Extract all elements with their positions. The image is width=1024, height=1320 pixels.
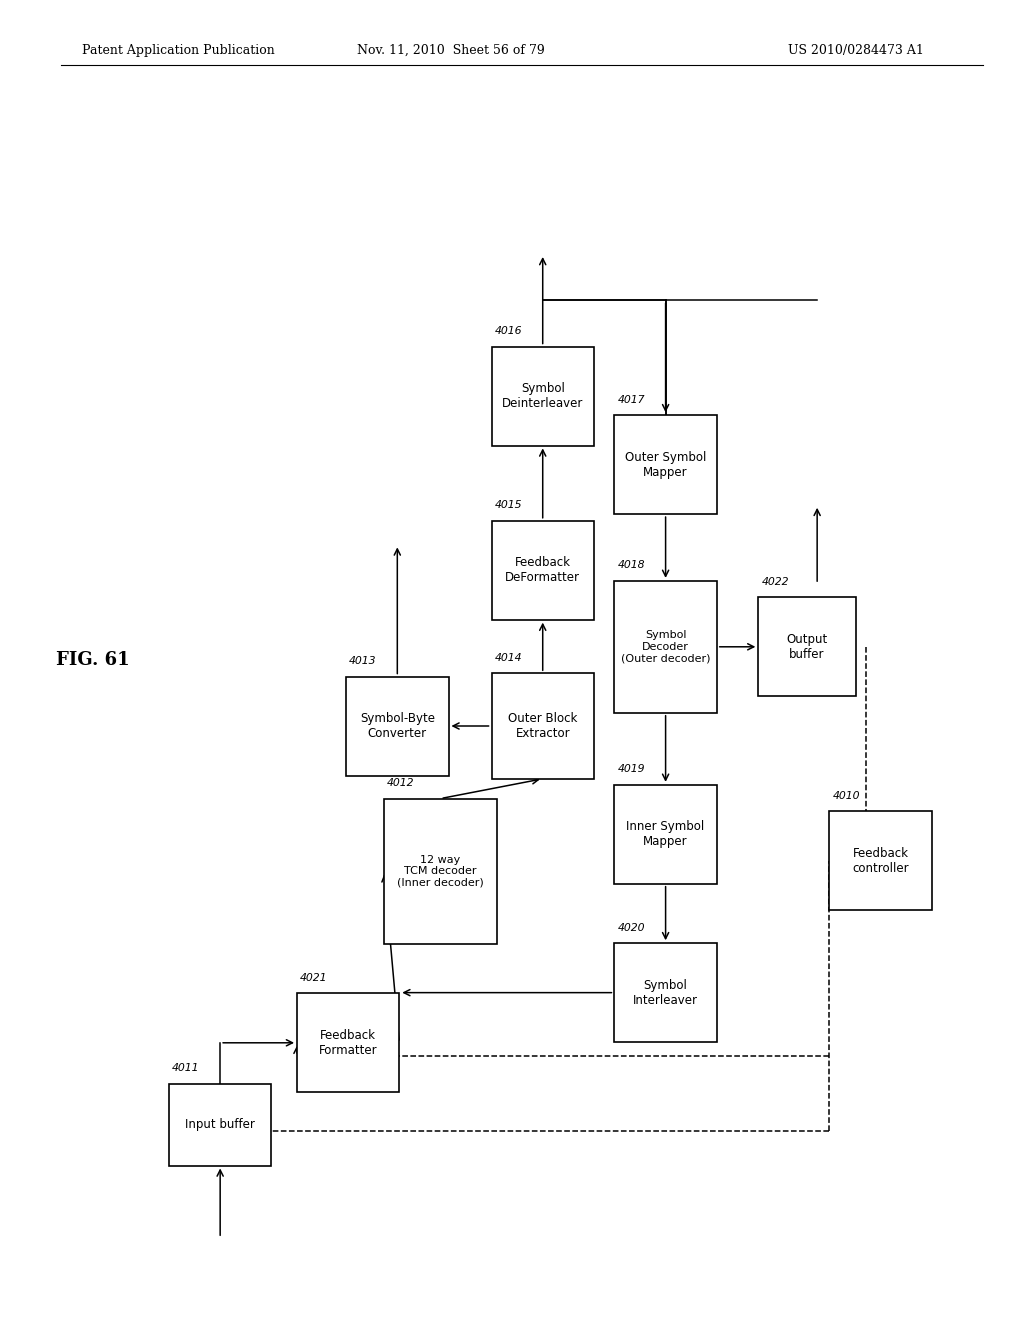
Text: 4020: 4020	[617, 923, 645, 932]
Text: FIG. 61: FIG. 61	[56, 651, 130, 669]
Bar	[614, 416, 717, 513]
Text: Outer Block
Extractor: Outer Block Extractor	[508, 711, 578, 741]
Text: Input buffer: Input buffer	[185, 1118, 255, 1131]
Bar	[346, 676, 449, 776]
Text: 4018: 4018	[617, 560, 645, 570]
Text: US 2010/0284473 A1: US 2010/0284473 A1	[788, 44, 925, 57]
Text: Inner Symbol
Mapper: Inner Symbol Mapper	[627, 820, 705, 849]
Bar	[492, 346, 594, 446]
Text: Feedback
controller: Feedback controller	[852, 846, 909, 875]
Text: 4013: 4013	[349, 656, 377, 667]
Bar	[758, 597, 856, 697]
Text: 4012: 4012	[387, 777, 415, 788]
Text: Symbol
Interleaver: Symbol Interleaver	[633, 978, 698, 1007]
Text: 4019: 4019	[617, 764, 645, 774]
Bar	[614, 942, 717, 1043]
Text: Outer Symbol
Mapper: Outer Symbol Mapper	[625, 450, 707, 479]
Text: 4010: 4010	[833, 791, 860, 800]
Text: Patent Application Publication: Patent Application Publication	[82, 44, 274, 57]
Text: 4015: 4015	[495, 500, 522, 511]
Bar	[297, 993, 399, 1093]
Text: Feedback
Formatter: Feedback Formatter	[318, 1028, 378, 1057]
Text: Symbol
Decoder
(Outer decoder): Symbol Decoder (Outer decoder)	[621, 630, 711, 664]
Text: 4011: 4011	[172, 1063, 200, 1073]
Text: Symbol-Byte
Converter: Symbol-Byte Converter	[359, 711, 435, 741]
Text: 4017: 4017	[617, 395, 645, 404]
Bar	[614, 581, 717, 713]
Bar	[169, 1084, 271, 1166]
Text: 4021: 4021	[300, 973, 328, 982]
Bar	[384, 799, 497, 944]
Bar	[492, 520, 594, 620]
Text: 4016: 4016	[495, 326, 522, 337]
Text: Symbol
Deinterleaver: Symbol Deinterleaver	[502, 381, 584, 411]
Text: Nov. 11, 2010  Sheet 56 of 79: Nov. 11, 2010 Sheet 56 of 79	[356, 44, 545, 57]
Text: Feedback
DeFormatter: Feedback DeFormatter	[505, 556, 581, 585]
Text: 4014: 4014	[495, 652, 522, 663]
Bar	[614, 784, 717, 884]
Text: 4022: 4022	[762, 577, 788, 586]
Bar	[492, 673, 594, 779]
Text: 12 way
TCM decoder
(Inner decoder): 12 way TCM decoder (Inner decoder)	[397, 854, 483, 888]
Bar	[829, 810, 932, 911]
Text: Output
buffer: Output buffer	[786, 632, 827, 661]
